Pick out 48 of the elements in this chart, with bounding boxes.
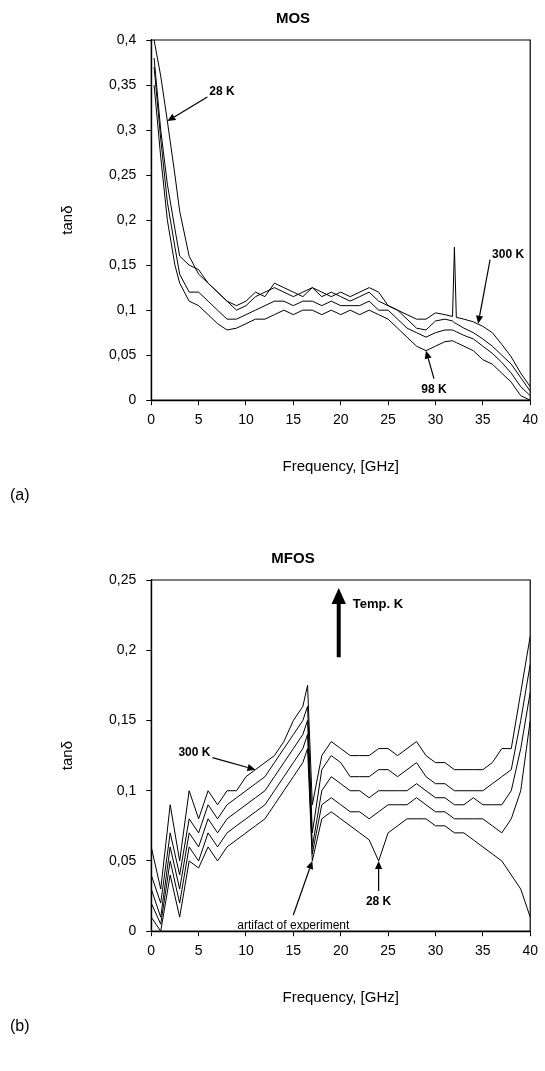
y-tick-label: 0,35 bbox=[109, 75, 137, 92]
x-tick-label: 35 bbox=[475, 942, 491, 959]
y-tick-label: 0,1 bbox=[116, 781, 137, 798]
y-tick-label: 0,2 bbox=[116, 641, 137, 658]
x-tick-label: 30 bbox=[427, 411, 444, 428]
y-tick-label: 0,1 bbox=[116, 301, 137, 318]
y-tick-label: 0,05 bbox=[109, 851, 137, 868]
y-tick-label: 0,2 bbox=[116, 210, 137, 227]
x-tick-label: 5 bbox=[194, 942, 203, 959]
annotation: Temp. K bbox=[352, 596, 404, 611]
x-tick-label: 0 bbox=[147, 411, 156, 428]
x-tick-label: 25 bbox=[380, 411, 397, 428]
text: (b) bbox=[10, 1017, 30, 1034]
x-tick-label: 15 bbox=[285, 942, 302, 959]
annotation: artifact of experiment bbox=[237, 917, 350, 932]
y-axis-title: tanδ bbox=[58, 741, 76, 771]
y-tick-label: 0,25 bbox=[109, 165, 137, 182]
y-tick-label: 0,3 bbox=[116, 120, 137, 137]
x-tick-label: 40 bbox=[522, 411, 539, 428]
y-tick-label: 0,15 bbox=[109, 711, 137, 728]
x-tick-label: 25 bbox=[380, 942, 397, 959]
x-tick-label: 20 bbox=[332, 942, 349, 959]
x-tick-label: 20 bbox=[332, 411, 349, 428]
x-tick-label: 10 bbox=[238, 942, 254, 959]
y-tick-label: 0,15 bbox=[109, 255, 137, 272]
x-tick-label: 30 bbox=[427, 942, 444, 959]
y-axis-title: tanδ bbox=[58, 205, 76, 235]
x-tick-label: 35 bbox=[475, 411, 491, 428]
chart-title: MOS bbox=[275, 9, 311, 27]
y-tick-label: 0,05 bbox=[109, 346, 137, 363]
y-tick-label: 0,25 bbox=[109, 570, 137, 587]
text: (a) bbox=[10, 486, 30, 503]
annotation: 300 K bbox=[178, 744, 211, 759]
annotation: 98 K bbox=[421, 381, 447, 396]
annotation: 300 K bbox=[492, 246, 525, 261]
chart-title: MFOS bbox=[271, 549, 315, 567]
y-tick-label: 0,4 bbox=[116, 30, 137, 47]
y-tick-label: 0 bbox=[128, 391, 137, 408]
annotation: 28 K bbox=[365, 893, 392, 908]
x-axis-title: Frequency, [GHz] bbox=[282, 457, 399, 475]
x-tick-label: 40 bbox=[522, 942, 539, 959]
x-tick-label: 15 bbox=[285, 411, 302, 428]
x-axis-title: Frequency, [GHz] bbox=[282, 988, 399, 1006]
annotation: 28 K bbox=[209, 84, 236, 99]
x-tick-label: 0 bbox=[147, 942, 156, 959]
x-tick-label: 10 bbox=[238, 411, 254, 428]
y-tick-label: 0 bbox=[128, 922, 137, 939]
x-tick-label: 5 bbox=[194, 411, 203, 428]
